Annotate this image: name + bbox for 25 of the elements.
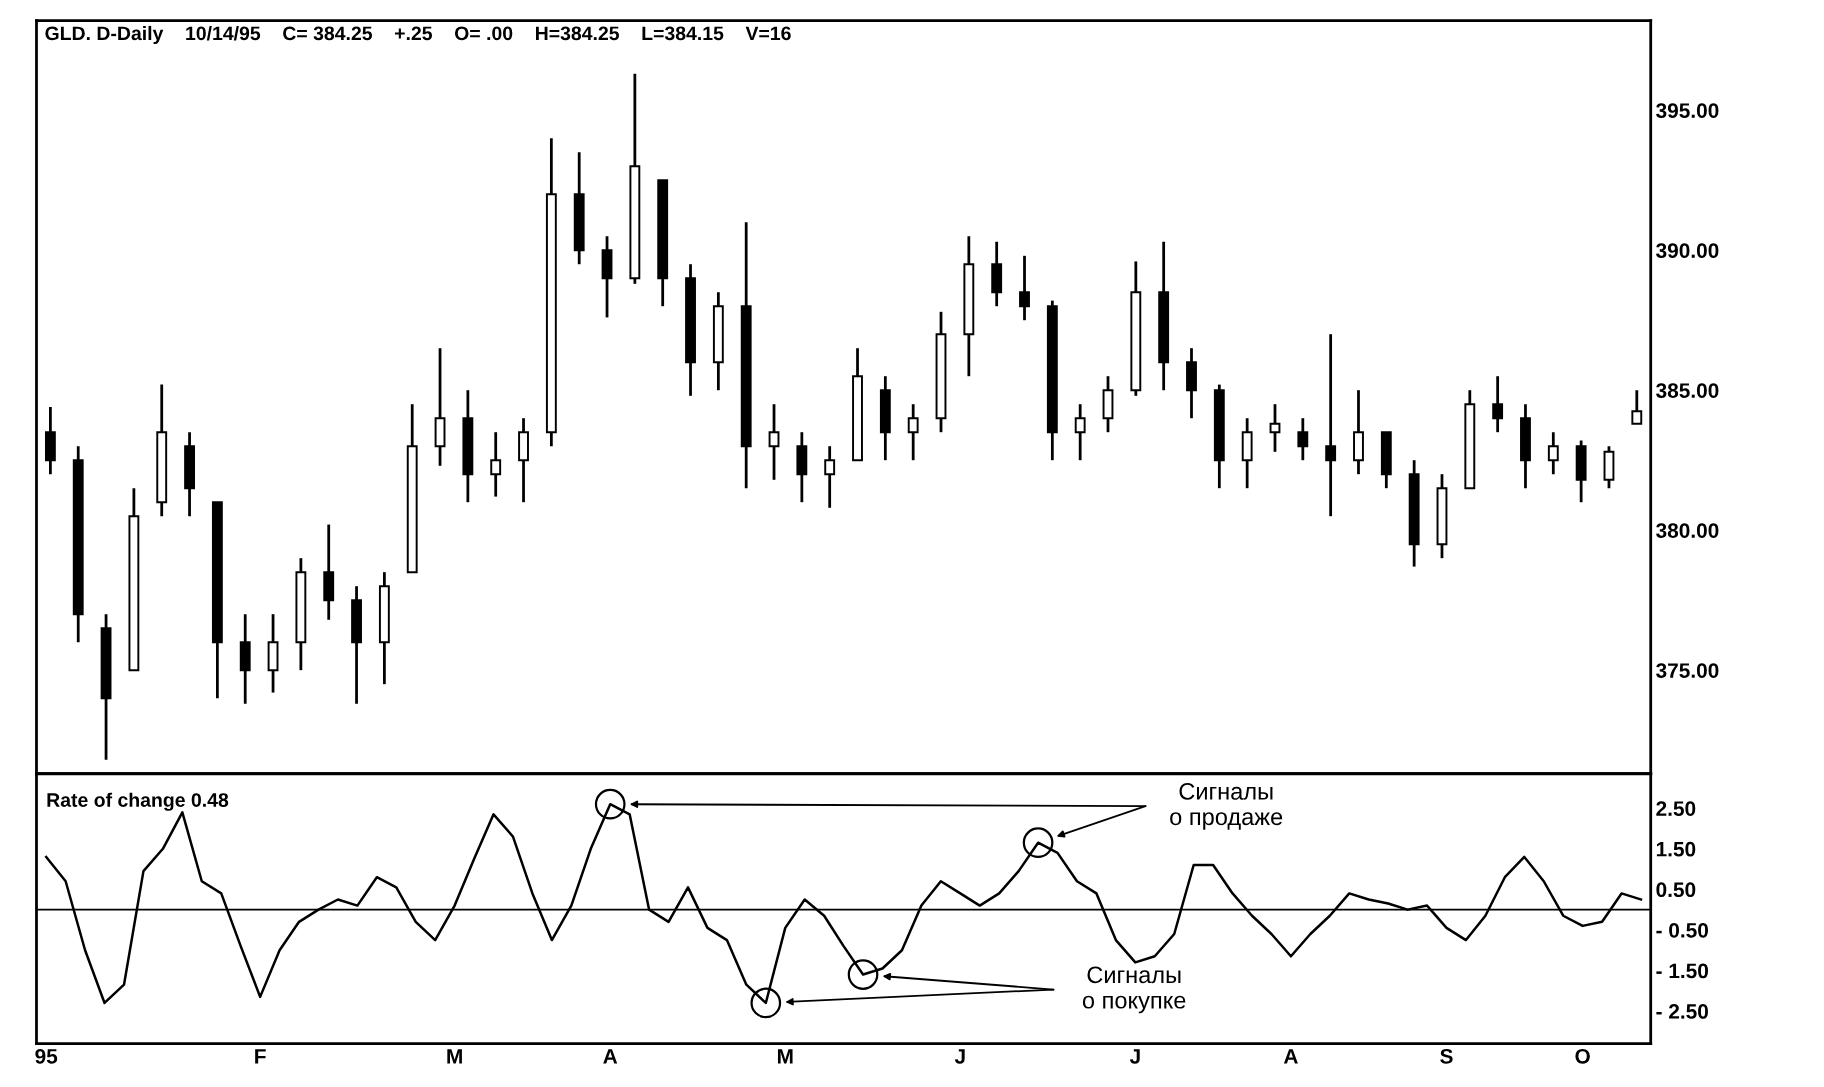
y-tick-label: - 0.50 (1656, 922, 1708, 938)
x-tick-label: F (255, 1049, 266, 1064)
x-tick-label: M (777, 1049, 793, 1064)
y-tick-label: 0.50 (1656, 882, 1696, 898)
x-tick-label: M (447, 1049, 462, 1064)
annotation: Сигналы о покупке (1082, 966, 1186, 1014)
x-tick-label: 95 (35, 1048, 58, 1064)
y-tick-label: 1.50 (1656, 841, 1696, 857)
text: Rate of change 0.48 (47, 792, 229, 811)
y-tick-label: 375.00 (1656, 663, 1719, 678)
x-tick-label: J (1129, 1049, 1140, 1064)
x-tick-label: J (954, 1049, 965, 1064)
chart-title: GLD. D-Daily 10/14/95 C= 384.25 +.25 O= .00 H=384.25 L=384.15 V=16 (45, 25, 791, 45)
x-tick-label: O (1575, 1048, 1590, 1064)
y-tick-label: 380.00 (1656, 523, 1719, 538)
y-tick-label: - 2.50 (1656, 1004, 1708, 1019)
x-tick-label: S (1440, 1048, 1453, 1064)
y-tick-label: - 1.50 (1656, 963, 1708, 979)
y-tick-label: 385.00 (1656, 383, 1719, 398)
y-tick-label: 2.50 (1656, 801, 1696, 816)
x-tick-label: A (1283, 1049, 1298, 1064)
x-tick-label: A (603, 1049, 618, 1064)
y-tick-label: 395.00 (1656, 103, 1719, 119)
y-tick-label: 390.00 (1656, 243, 1719, 259)
annotation: Сигналы о продаже (1170, 783, 1283, 830)
